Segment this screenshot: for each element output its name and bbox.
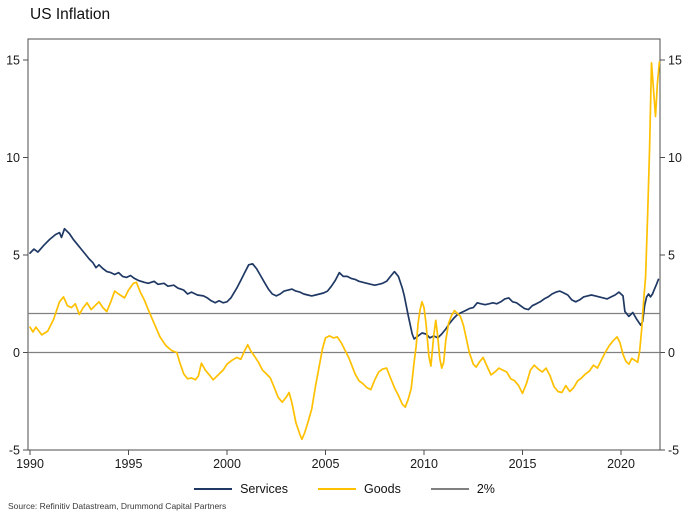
x-tick-label: 1995 [115, 457, 143, 471]
y-tick-label-left: 15 [6, 54, 20, 68]
y-tick-label-right: -5 [668, 444, 679, 458]
legend-swatch [430, 488, 469, 490]
source-note: Source: Refinitiv Datastream, Drummond C… [8, 501, 227, 511]
legend-label: Goods [364, 482, 401, 496]
y-tick-label-right: 15 [668, 54, 682, 68]
x-tick-label: 2005 [312, 457, 340, 471]
legend-item-goods: Goods [318, 482, 401, 496]
y-tick-label-left: 0 [13, 346, 20, 360]
legend-swatch [194, 488, 233, 490]
x-tick-label: 2000 [213, 457, 241, 471]
series-line-services [29, 227, 660, 340]
legend-swatch [318, 488, 356, 490]
chart-legend: Services Goods 2% [0, 482, 689, 496]
inflation-chart: 1990 1995 2000 2005 2010 2015 2020 -5 -5 0 0 5 5 10 10… [6, 38, 682, 471]
chart-title: US Inflation [30, 6, 111, 23]
y-tick-label-right: 10 [668, 151, 682, 165]
y-tick-label-left: 10 [6, 151, 20, 165]
y-tick-label-right: 5 [668, 249, 675, 263]
legend-item-services: Services [194, 482, 288, 496]
legend-item-2: 2% [430, 482, 495, 496]
plot-frame [27, 38, 661, 451]
x-tick-label: 2020 [607, 457, 635, 471]
x-tick-label: 2010 [410, 457, 438, 471]
series-line-goods [29, 61, 661, 441]
y-tick-label-right: 0 [668, 346, 675, 360]
x-tick-label: 1990 [16, 457, 44, 471]
legend-label: 2% [476, 482, 495, 496]
y-tick-label-left: -5 [9, 444, 20, 458]
x-tick-label: 2015 [509, 457, 537, 471]
legend-label: Services [240, 482, 288, 496]
y-tick-label-left: 5 [13, 249, 20, 263]
